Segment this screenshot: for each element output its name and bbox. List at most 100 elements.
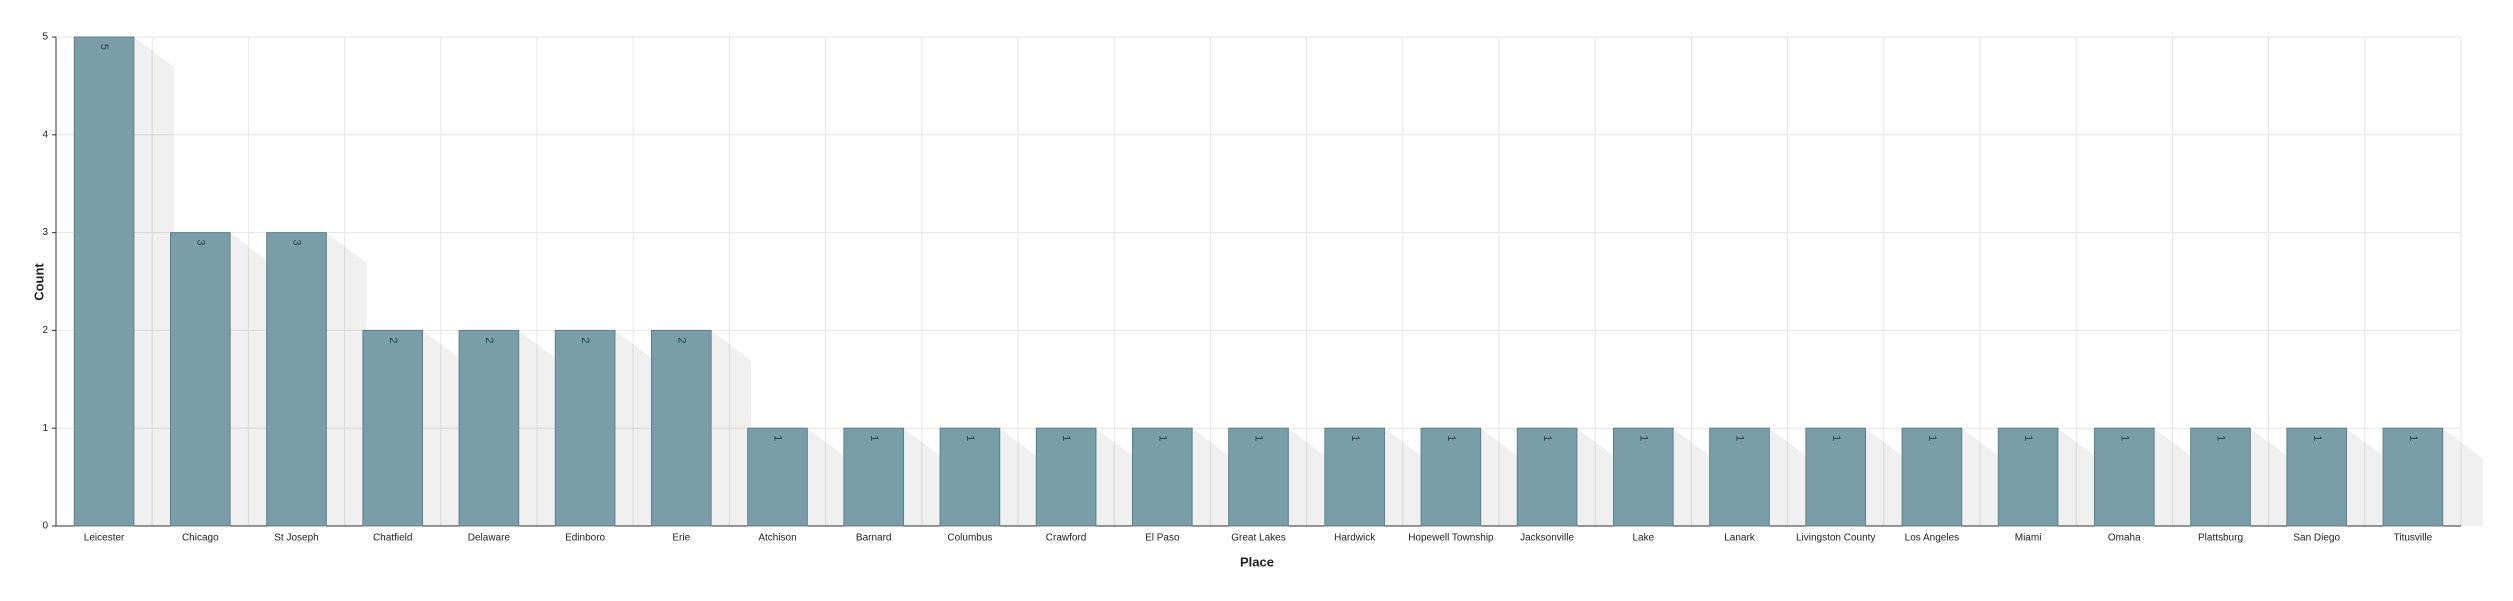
value-label: 1: [964, 435, 976, 441]
bar: [843, 427, 905, 527]
bar: [266, 232, 327, 527]
bar: [1228, 427, 1289, 527]
value-label: 1: [2407, 435, 2419, 441]
bar-shadow: [518, 330, 559, 526]
bar: [1131, 427, 1193, 527]
bar-shadow: [1192, 428, 1233, 526]
value-label: 1: [2118, 435, 2130, 441]
bar-shadow: [2442, 428, 2483, 526]
value-label: 1: [1349, 435, 1361, 441]
x-tick-label: Edinboro: [565, 533, 605, 544]
x-tick-label: Hardwick: [1334, 533, 1376, 544]
bar-shadow: [1865, 428, 1906, 526]
value-label: 1: [1445, 435, 1457, 441]
bar: [2286, 427, 2348, 527]
bar: [1612, 427, 1674, 527]
bar-shadow: [1673, 428, 1714, 526]
bar: [458, 329, 520, 527]
bar: [1324, 427, 1386, 527]
bar: [650, 329, 712, 527]
bar: [1805, 427, 1867, 527]
x-tick-label: Great Lakes: [1231, 533, 1285, 544]
value-label: 1: [1156, 435, 1168, 441]
value-label: 1: [2022, 435, 2034, 441]
bar-shadow: [1095, 428, 1136, 526]
x-tick-label: Chatfield: [373, 533, 412, 544]
value-label: 1: [2215, 435, 2227, 441]
x-tick-label: St Joseph: [274, 533, 318, 544]
bar: [554, 329, 616, 527]
value-label: 2: [675, 337, 687, 343]
x-tick-label: Erie: [672, 533, 690, 544]
bar-shadow: [614, 330, 655, 526]
bar: [1997, 427, 2059, 527]
value-label: 1: [1253, 435, 1265, 441]
value-label: 5: [98, 44, 110, 50]
bar-shadow: [2154, 428, 2195, 526]
y-tick-label: 4: [42, 129, 48, 140]
bar-shadow: [133, 37, 174, 526]
bar: [1901, 427, 1963, 527]
x-tick-label: Plattsburg: [2198, 533, 2243, 544]
x-tick-label: Hopewell Township: [1408, 533, 1494, 544]
bar: [2190, 427, 2251, 527]
bar-shadow: [1288, 428, 1329, 526]
x-tick-label: Crawford: [1046, 533, 1087, 544]
x-tick-label: Livingston County: [1796, 533, 1876, 544]
x-tick-label: Los Angeles: [1905, 533, 1960, 544]
bar-shadow: [999, 428, 1040, 526]
x-tick-label: Columbus: [947, 533, 992, 544]
bar-shadow: [1576, 428, 1617, 526]
y-tick-label: 1: [42, 423, 48, 434]
x-tick-label: Lanark: [1724, 533, 1756, 544]
bar-shadow: [2250, 428, 2291, 526]
x-tick-label: Omaha: [2108, 533, 2141, 544]
bar: [362, 329, 424, 527]
x-tick-label: Delaware: [468, 533, 511, 544]
bar: [939, 427, 1001, 527]
x-tick-label: San Diego: [2293, 533, 2340, 544]
x-tick-label: Leicester: [84, 533, 125, 544]
bar-shadow: [326, 232, 367, 526]
x-tick-label: Titusville: [2394, 533, 2433, 544]
bar: [169, 232, 231, 527]
value-label: 1: [772, 435, 784, 441]
bar: [1035, 427, 1097, 527]
y-tick-label: 0: [42, 521, 48, 532]
bar: [1516, 427, 1578, 527]
value-label: 1: [1830, 435, 1842, 441]
value-label: 2: [483, 337, 495, 343]
value-label: 1: [1734, 435, 1746, 441]
value-label: 1: [1926, 435, 1938, 441]
x-tick-label: Lake: [1632, 533, 1654, 544]
bar-shadow: [1480, 428, 1521, 526]
value-label: 1: [1541, 435, 1553, 441]
bar: [2093, 427, 2155, 527]
bar: [1709, 427, 1770, 527]
bar-shadow: [807, 428, 848, 526]
x-tick-label: El Paso: [1145, 533, 1180, 544]
bar: [2382, 427, 2444, 527]
value-label: 3: [291, 240, 303, 246]
y-tick-label: 3: [42, 227, 48, 238]
value-label: 1: [868, 435, 880, 441]
value-label: 2: [579, 337, 591, 343]
value-label: 1: [1637, 435, 1649, 441]
y-axis-label: Count: [31, 263, 46, 301]
value-label: 3: [194, 240, 206, 246]
value-label: 1: [1060, 435, 1072, 441]
bar-shadow: [1384, 428, 1425, 526]
y-tick-label: 2: [42, 325, 48, 336]
x-tick-label: Atchison: [758, 533, 796, 544]
x-tick-label: Miami: [2015, 533, 2042, 544]
bar-shadow: [903, 428, 944, 526]
x-tick-label: Jacksonville: [1520, 533, 1574, 544]
bar: [1420, 427, 1482, 527]
bar-shadow: [2057, 428, 2098, 526]
bar-shadow: [2346, 428, 2387, 526]
bar-shadow: [1961, 428, 2002, 526]
value-label: 2: [387, 337, 399, 343]
bar: [747, 427, 808, 527]
x-axis-label: Place: [1240, 554, 1274, 569]
bar: [73, 36, 135, 527]
